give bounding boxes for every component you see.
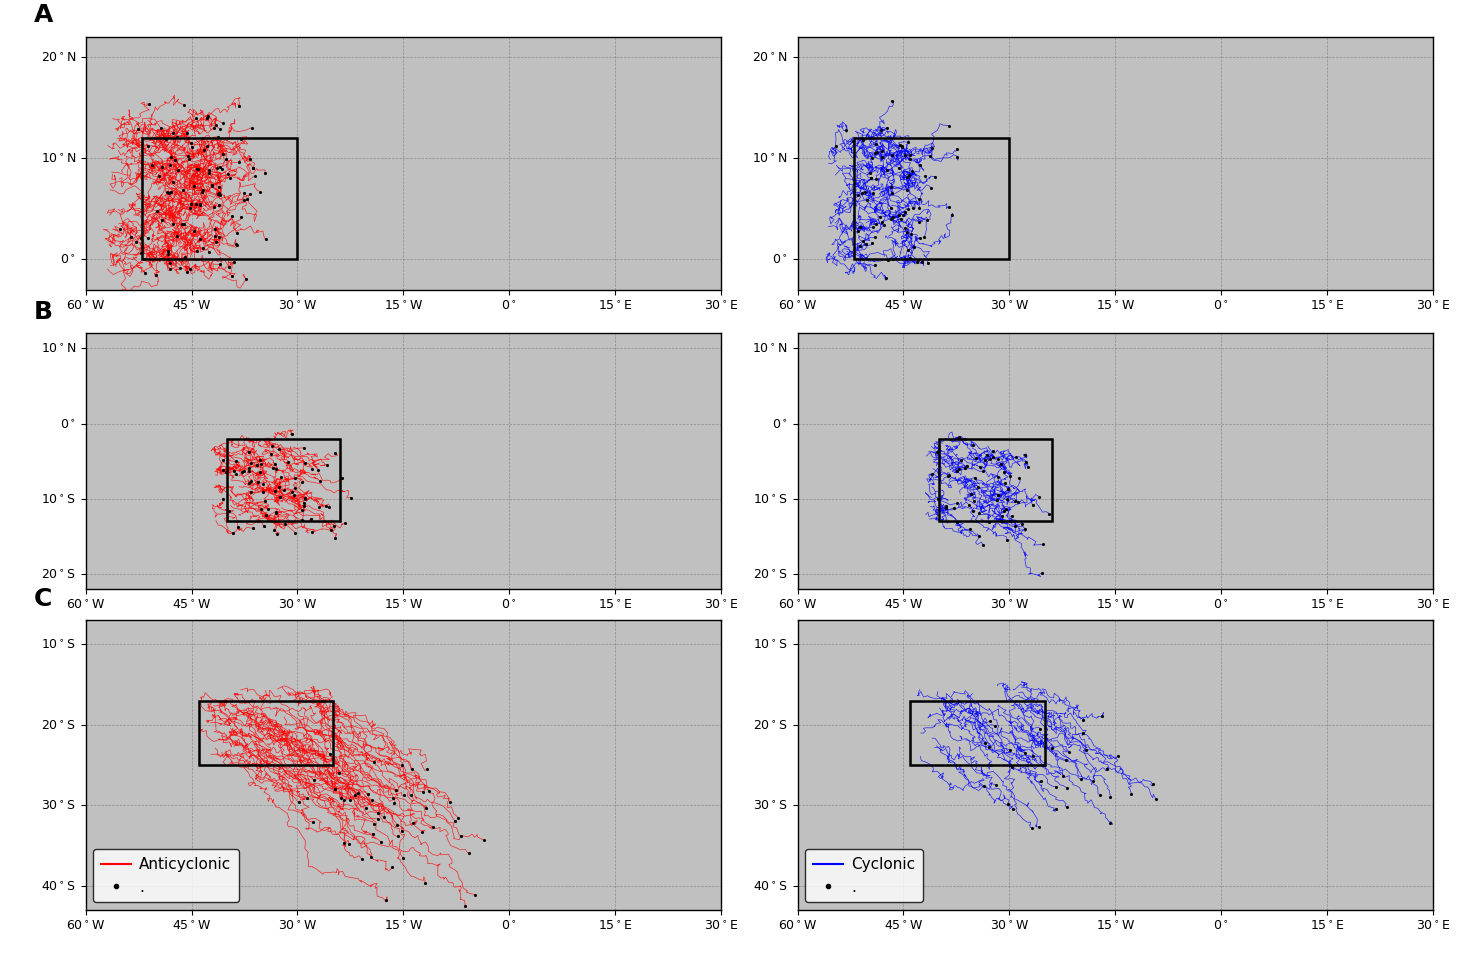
- Bar: [939, 439, 1052, 522]
- Text: A: A: [34, 3, 53, 27]
- Text: B: B: [34, 299, 53, 324]
- Bar: [910, 700, 1044, 765]
- Bar: [227, 439, 340, 522]
- Text: C: C: [34, 586, 52, 611]
- Bar: [854, 138, 1009, 260]
- Bar: [198, 700, 332, 765]
- Bar: [142, 138, 297, 260]
- Legend: Cyclonic, .: Cyclonic, .: [805, 849, 923, 902]
- Legend: Anticyclonic, .: Anticyclonic, .: [93, 849, 239, 902]
